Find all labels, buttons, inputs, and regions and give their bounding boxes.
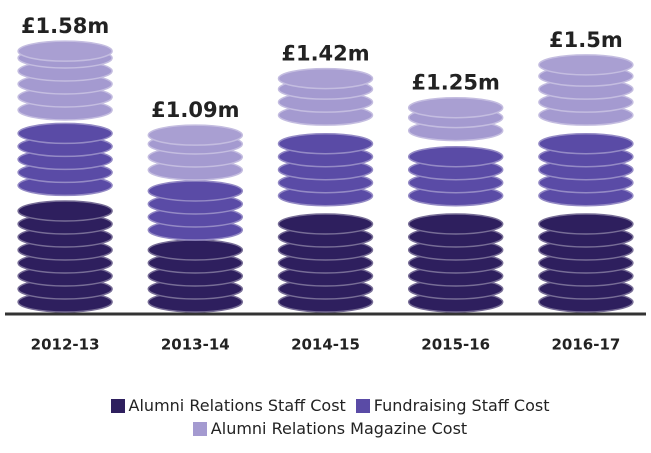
coin-top xyxy=(148,125,242,145)
chart: £1.58m 2012-13 £1.09m 2013-14 £1.42m 2014-15 £… xyxy=(0,0,651,390)
legend-label: Alumni Relations Magazine Cost xyxy=(211,419,467,438)
coin xyxy=(279,214,373,234)
legend-item: Alumni Relations Magazine Cost xyxy=(193,419,467,438)
coin-segment xyxy=(539,214,633,312)
x-tick-label: 2016-17 xyxy=(551,336,620,354)
legend-label: Alumni Relations Staff Cost xyxy=(129,396,346,415)
legend-item: Fundraising Staff Cost xyxy=(356,396,550,415)
coin-top xyxy=(409,98,503,118)
coin-top xyxy=(18,41,112,61)
coin-segment xyxy=(279,134,373,206)
coin xyxy=(18,123,112,143)
coin-segment xyxy=(148,181,242,240)
coin xyxy=(539,134,633,154)
coin-segment xyxy=(18,123,112,195)
coin xyxy=(539,214,633,234)
page: {"chart_data": {"type": "coin-stack", "c… xyxy=(0,0,651,453)
legend-swatch xyxy=(356,399,370,413)
coin xyxy=(279,134,373,154)
x-tick-label: 2014-15 xyxy=(291,336,360,354)
legend-label: Fundraising Staff Cost xyxy=(374,396,550,415)
x-tick-label: 2013-14 xyxy=(161,336,230,354)
coin-segment xyxy=(148,240,242,312)
legend-swatch xyxy=(111,399,125,413)
coin-top xyxy=(279,69,373,89)
x-tick-label: 2012-13 xyxy=(31,336,100,354)
legend: Alumni Relations Staff Cost Fundraising S… xyxy=(50,396,610,438)
coin-segment xyxy=(409,214,503,312)
coin xyxy=(148,181,242,201)
coin xyxy=(409,214,503,234)
total-label: £1.25m xyxy=(412,71,500,95)
coin-segment xyxy=(18,201,112,312)
coin-segment xyxy=(409,147,503,206)
total-label: £1.58m xyxy=(21,14,109,38)
coin-segment xyxy=(539,134,633,206)
coin-segment xyxy=(279,214,373,312)
total-label: £1.09m xyxy=(151,98,239,122)
total-label: £1.42m xyxy=(281,42,369,66)
coin xyxy=(409,147,503,167)
coin xyxy=(148,240,242,260)
coin-top xyxy=(539,55,633,75)
total-label: £1.5m xyxy=(549,28,623,52)
legend-swatch xyxy=(193,422,207,436)
coin xyxy=(18,201,112,221)
x-tick-label: 2015-16 xyxy=(421,336,490,354)
legend-item: Alumni Relations Staff Cost xyxy=(111,396,346,415)
